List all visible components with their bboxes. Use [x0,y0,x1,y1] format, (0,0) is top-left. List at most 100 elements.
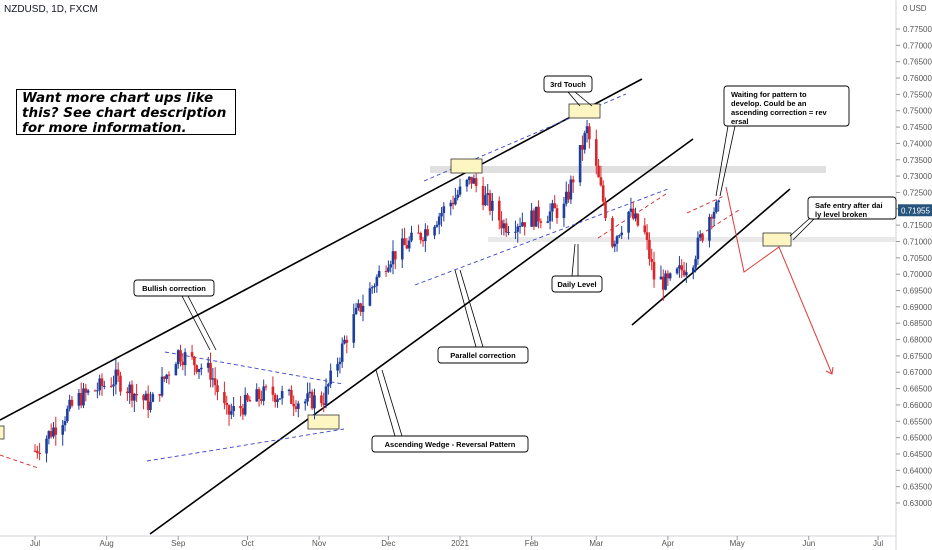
candle-down [403,238,406,246]
price-axis-panel[interactable] [896,0,932,550]
candle-up [128,384,132,394]
candle-up [52,427,55,437]
time-tick-label: Dec [381,539,395,548]
candle-up [45,438,48,454]
candle-up [433,226,436,236]
candle-down [264,386,268,388]
candle-down [405,245,409,249]
candle-up [389,264,393,268]
price-tick-label: 0.73500 [903,156,932,165]
candle-up [102,385,106,387]
candle-down [93,390,97,392]
candle-down [167,374,171,376]
candle-up [232,406,235,412]
candle-up [377,271,381,277]
candle-up [712,211,716,219]
bullish-correction-callout-pointer [181,295,211,351]
waiting-callout-text-line: ersal [731,117,749,126]
candle-up [518,225,522,227]
candle-down [181,361,185,366]
candle-up [678,265,681,269]
candle-down [116,369,120,376]
candle-up [551,203,554,212]
candle-up [659,276,663,280]
candle-up [114,369,118,385]
candle-down [70,399,74,406]
candle-up [276,399,279,402]
candle-down [537,206,540,222]
candle-up [708,216,711,241]
ascending-wedge-callout-pointer [375,369,396,437]
candle-down [225,403,229,406]
candle-down [539,221,543,223]
candle-up [668,273,672,279]
candle-up [615,236,619,244]
candle-up [160,376,164,396]
candle-down [426,229,429,236]
candle-up [514,231,517,233]
candle-up [491,200,494,211]
candle-up [442,206,446,213]
candle-down [126,391,129,394]
candle-up [486,193,490,196]
candle-up [521,222,524,226]
daily-level-callout-box [551,275,603,293]
waiting-callout-pointer [719,125,736,197]
candle-up [620,232,623,236]
candle-up [696,237,700,260]
candle-up [165,374,168,379]
price-tick-label: 0.72500 [903,188,932,197]
candle-up [698,234,702,238]
parallel-correction-callout-pointer [459,269,484,348]
candle-up [458,186,462,195]
candle-up [564,191,568,204]
candle-up [507,231,510,233]
candle-down [345,339,349,343]
waiting-callout-pointer [715,125,729,197]
candle-up [664,273,667,290]
candle-down [661,276,665,290]
candle-down [394,251,397,260]
candle-up [303,401,307,404]
candle-down [290,389,293,404]
time-tick-label: Jul [30,539,40,548]
candle-up [502,223,506,229]
waiting-callout-box [723,85,850,127]
candle-down [271,386,275,395]
candle-down [241,408,245,415]
candle-down [601,185,605,202]
candle-up [324,386,328,406]
price-tick-label: 0.63000 [903,499,932,508]
waiting-callout-text-line: develop. Could be an [731,99,807,108]
projected-path [725,186,833,375]
time-tick-label: Aug [99,539,113,548]
third-touch-callout-box [543,75,593,93]
candle-down [142,395,145,401]
price-tick-label: 0.73000 [903,172,932,181]
candle-up [583,133,587,150]
candle-up [391,251,395,265]
candle-down [504,223,508,233]
price-tick-label: 0.74000 [903,139,932,148]
candle-up [306,393,309,402]
waiting-callout-text-line: Waiting for pattern to [731,90,807,99]
ascending-channel-trendline [631,188,791,326]
candle-up [340,343,344,362]
candle-down [597,165,600,178]
candle-up [368,288,372,306]
price-tick-label: 0.71000 [903,237,932,246]
candle-up [715,202,718,212]
daily-level-band-lower [488,237,896,242]
candle-down [223,392,226,404]
parallel-correction-callout-box [437,346,529,364]
candle-up [313,395,316,409]
daily-level-band-upper [430,166,826,173]
price-tick-label: 0.67000 [903,368,932,377]
safe-entry-callout-pointer [792,217,816,241]
candle-down [260,399,263,401]
candle-up [338,361,342,365]
candle-up [375,276,379,287]
candle-up [98,378,101,391]
candle-down [100,378,104,387]
